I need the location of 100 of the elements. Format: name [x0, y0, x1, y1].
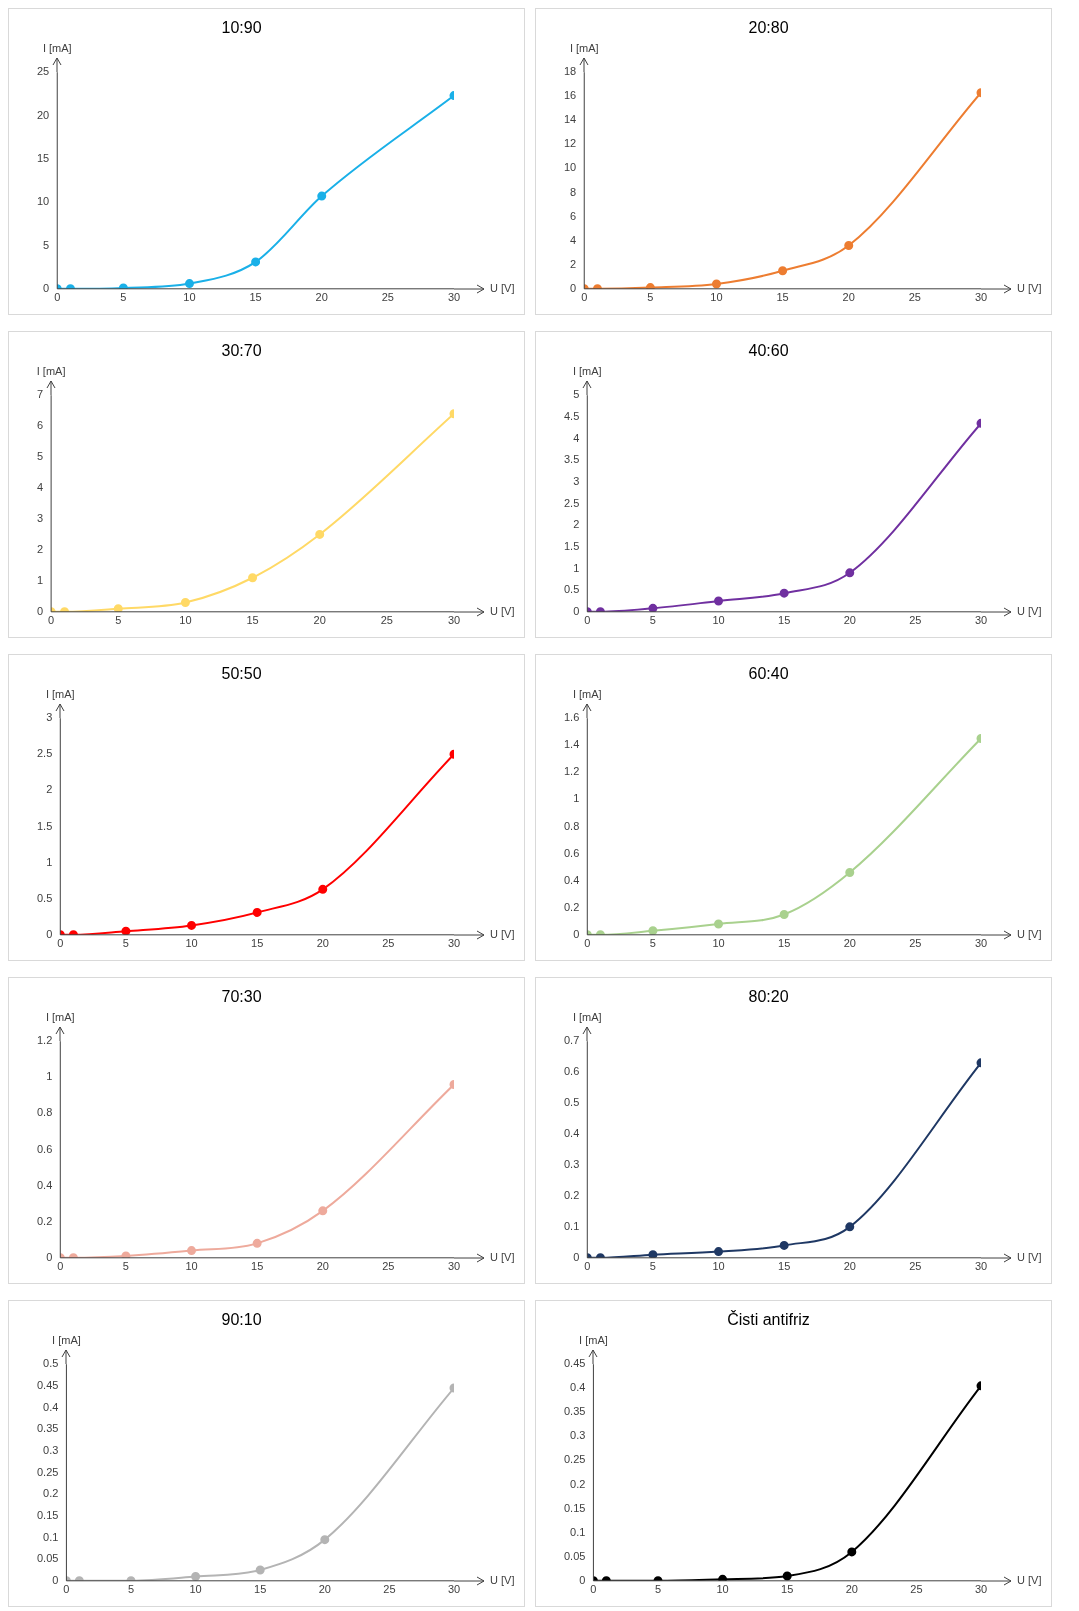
- x-tick-label: 20: [843, 614, 856, 627]
- y-tick-label: 1: [36, 573, 44, 586]
- chart-title: Čisti antifriz: [727, 1310, 810, 1329]
- x-tick-label: 15: [254, 1583, 267, 1596]
- chart-title: 10:90: [221, 19, 262, 37]
- x-axis-title: U [V]: [490, 281, 515, 294]
- x-tick-label: 25: [909, 937, 922, 950]
- x-tick-label: 5: [115, 614, 122, 627]
- y-tick-label: 5: [43, 238, 50, 251]
- y-tick-label: 0: [46, 927, 53, 940]
- x-tick-label: 15: [778, 1260, 791, 1273]
- y-tick-label: 0: [573, 927, 580, 940]
- x-tick-label: 5: [122, 1260, 129, 1273]
- y-axis-title: I [mA]: [572, 364, 602, 377]
- x-tick-label: 20: [843, 1260, 856, 1273]
- y-tick-label: 0.2: [43, 1487, 59, 1500]
- x-tick-label: 15: [778, 614, 791, 627]
- y-tick-label: 3: [573, 474, 580, 487]
- y-axis-title: I [mA]: [42, 41, 72, 54]
- y-tick-label: 0.4: [43, 1400, 59, 1413]
- y-tick-label: 12: [563, 137, 577, 150]
- y-tick-label: 6: [36, 419, 44, 432]
- y-tick-label: 2: [570, 257, 577, 270]
- y-tick-label: 0.45: [563, 1357, 586, 1370]
- y-tick-label: 0.8: [36, 1106, 53, 1119]
- y-tick-label: 0.5: [563, 1096, 580, 1109]
- y-axis-title: I [mA]: [572, 687, 602, 700]
- chart-title: 50:50: [221, 665, 262, 683]
- chart-title: 60:40: [748, 665, 789, 683]
- x-tick-label: 15: [778, 937, 791, 950]
- x-tick-label: 25: [909, 1260, 922, 1273]
- x-tick-label: 15: [251, 937, 264, 950]
- x-tick-label: 10: [710, 291, 723, 304]
- y-axis-title: I [mA]: [579, 1333, 608, 1346]
- y-tick-label: 0.4: [570, 1381, 586, 1394]
- x-tick-label: 20: [845, 1583, 858, 1596]
- y-tick-label: 1.5: [36, 819, 53, 832]
- x-tick-label: 5: [120, 291, 127, 304]
- y-tick-label: 3: [46, 711, 53, 724]
- y-tick-label: 0.25: [563, 1453, 586, 1466]
- x-tick-label: 10: [185, 937, 198, 950]
- x-axis-title: U [V]: [1017, 927, 1042, 940]
- x-tick-label: 20: [316, 937, 329, 950]
- y-tick-label: 14: [563, 113, 577, 126]
- x-tick-label: 10: [185, 1260, 198, 1273]
- y-tick-label: 0.5: [563, 583, 580, 596]
- y-tick-label: 0.35: [36, 1422, 59, 1435]
- x-tick-label: 25: [910, 1583, 923, 1596]
- y-tick-label: 0.05: [563, 1549, 586, 1562]
- x-tick-label: 10: [183, 291, 196, 304]
- x-tick-label: 5: [649, 1260, 656, 1273]
- y-tick-label: 0.3: [570, 1429, 586, 1442]
- x-tick-label: 30: [974, 614, 988, 627]
- y-axis-title: I [mA]: [45, 1010, 75, 1023]
- y-tick-label: 0.6: [563, 846, 580, 859]
- x-axis-title: U [V]: [1017, 604, 1042, 617]
- y-tick-label: 0.1: [563, 1219, 580, 1232]
- x-tick-label: 30: [447, 291, 461, 304]
- y-tick-label: 0.15: [36, 1508, 59, 1521]
- chart-title: 30:70: [221, 342, 262, 360]
- y-tick-label: 0.2: [563, 900, 580, 913]
- x-tick-label: 30: [447, 1583, 461, 1596]
- y-tick-label: 0.25: [36, 1465, 59, 1478]
- y-tick-label: 10: [36, 195, 50, 208]
- y-tick-label: 1: [573, 561, 580, 574]
- y-tick-label: 0: [46, 1250, 53, 1263]
- x-tick-label: 30: [447, 937, 461, 950]
- y-tick-label: 0.15: [563, 1501, 586, 1514]
- y-tick-label: 2.5: [563, 496, 580, 509]
- y-tick-label: 0.4: [36, 1178, 53, 1191]
- x-tick-label: 5: [649, 937, 656, 950]
- x-tick-label: 25: [383, 1583, 396, 1596]
- x-axis-title: U [V]: [1017, 1573, 1042, 1586]
- y-tick-label: 0.2: [563, 1188, 580, 1201]
- x-tick-label: 30: [447, 1260, 461, 1273]
- x-tick-label: 0: [590, 1583, 597, 1596]
- y-tick-label: 0: [43, 281, 50, 294]
- x-axis-title: U [V]: [1017, 1250, 1042, 1263]
- x-tick-label: 30: [974, 937, 988, 950]
- x-tick-label: 25: [381, 291, 394, 304]
- x-tick-label: 20: [315, 291, 328, 304]
- y-tick-label: 8: [570, 185, 577, 198]
- x-tick-label: 25: [382, 1260, 395, 1273]
- y-tick-label: 1: [46, 855, 53, 868]
- chart-title: 20:80: [748, 19, 789, 37]
- x-tick-label: 10: [712, 937, 725, 950]
- x-tick-label: 15: [251, 1260, 264, 1273]
- y-tick-label: 0.45: [36, 1378, 59, 1391]
- y-tick-label: 1: [573, 792, 580, 805]
- y-axis-title: I [mA]: [52, 1333, 81, 1346]
- x-tick-label: 20: [318, 1583, 331, 1596]
- y-tick-label: 25: [36, 65, 50, 78]
- x-tick-label: 30: [974, 1260, 988, 1273]
- y-tick-label: 1: [46, 1070, 53, 1083]
- y-tick-label: 15: [36, 151, 50, 164]
- y-tick-label: 0.3: [43, 1443, 59, 1456]
- x-axis-title: U [V]: [490, 1250, 515, 1263]
- y-tick-label: 0: [52, 1573, 59, 1586]
- y-tick-label: 0: [573, 1250, 580, 1263]
- y-tick-label: 0.4: [563, 873, 580, 886]
